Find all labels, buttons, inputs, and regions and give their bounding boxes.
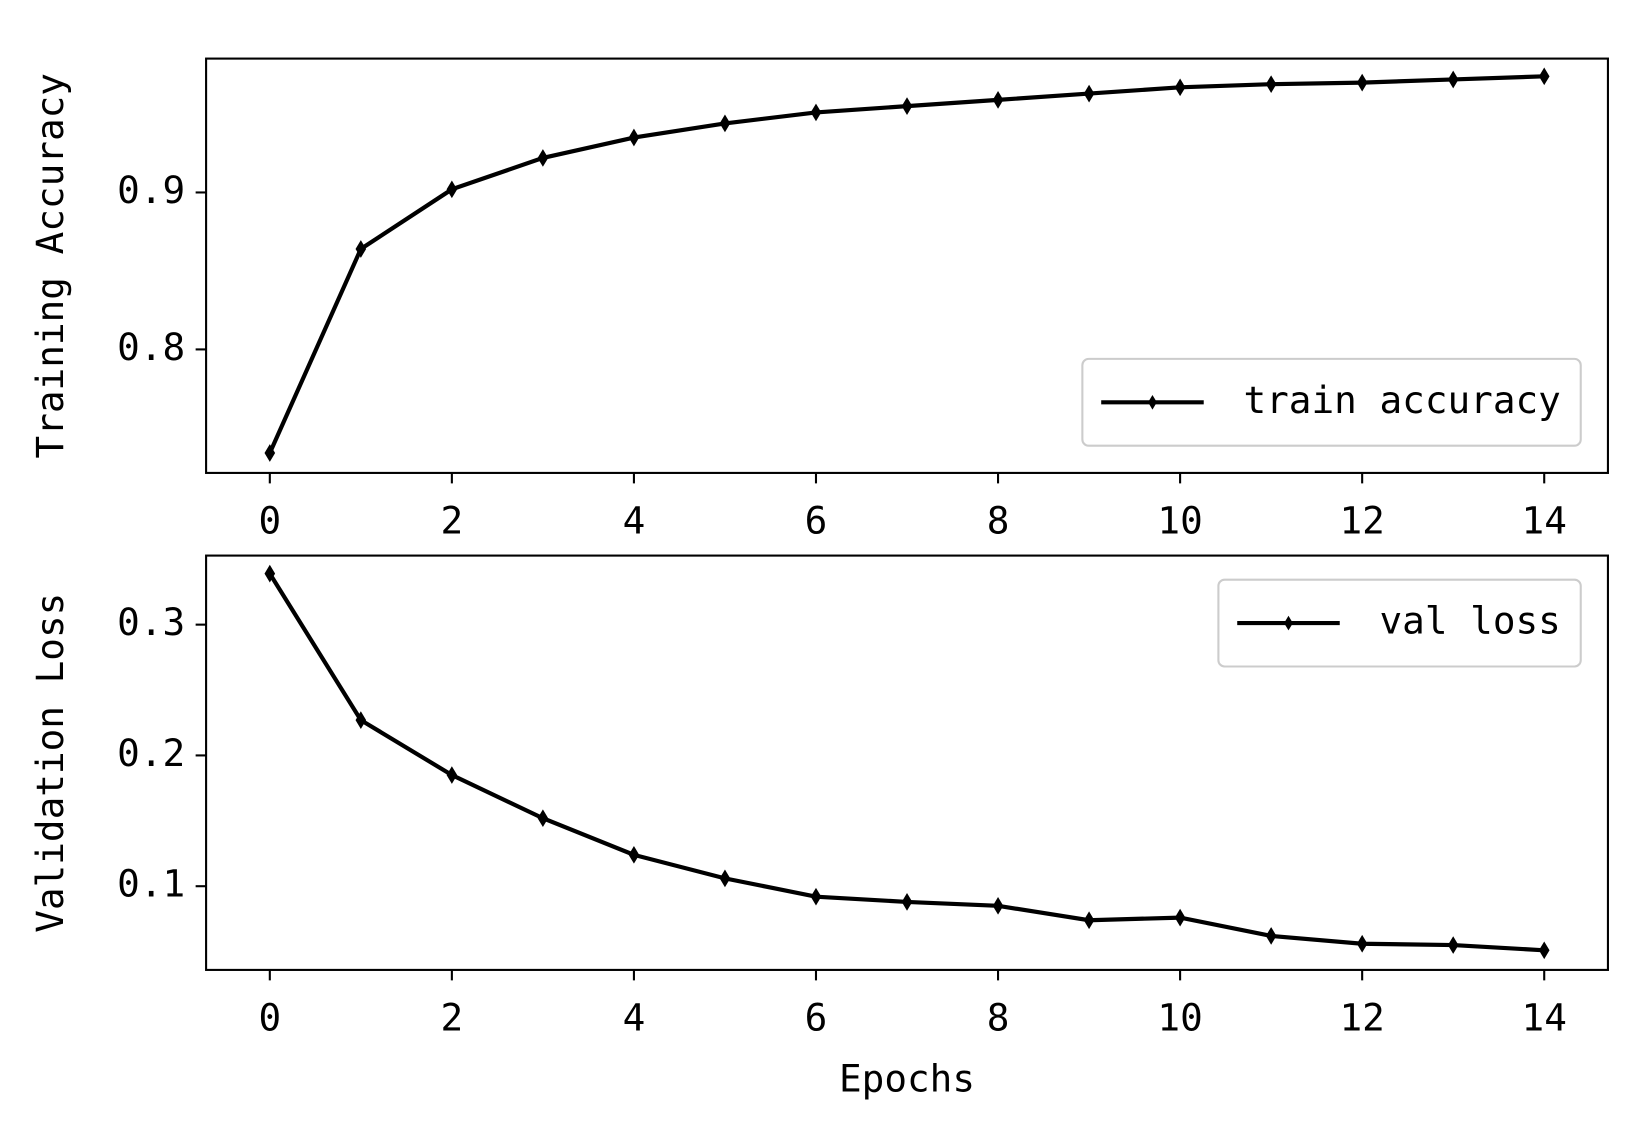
- y-axis-label: Validation Loss: [28, 593, 72, 933]
- y-tick-label: 0.8: [117, 325, 185, 369]
- x-tick-label: 6: [805, 996, 828, 1040]
- point-marker: [1538, 67, 1550, 86]
- point-marker: [1265, 75, 1277, 94]
- x-tick-label: 10: [1157, 996, 1202, 1040]
- x-tick-label: 4: [623, 499, 646, 543]
- point-marker: [1083, 84, 1095, 103]
- point-marker: [901, 893, 913, 911]
- legend-box: [1217, 578, 1582, 668]
- point-marker: [264, 564, 276, 583]
- plot-frame: [205, 554, 1609, 971]
- point-marker: [446, 180, 458, 199]
- point-marker: [1356, 73, 1368, 92]
- point-marker: [719, 114, 731, 133]
- plot-frame: [205, 57, 1609, 474]
- x-tick-label: 14: [1522, 996, 1567, 1040]
- y-tick-label: 0.3: [117, 600, 185, 644]
- x-tick-label: 14: [1522, 499, 1567, 543]
- point-marker: [1174, 78, 1186, 97]
- point-marker: [1174, 908, 1186, 927]
- point-marker: [1538, 941, 1550, 960]
- x-tick-label: 10: [1157, 499, 1202, 543]
- y-axis-label: Training Accuracy: [28, 73, 72, 458]
- point-marker: [628, 845, 640, 864]
- point-marker: [1265, 927, 1277, 945]
- point-marker: [810, 887, 822, 906]
- point-marker: [1083, 911, 1095, 930]
- x-tick-label: 12: [1339, 499, 1384, 543]
- point-marker: [992, 896, 1004, 915]
- point-marker: [537, 809, 549, 828]
- x-tick-label: 8: [987, 996, 1010, 1040]
- point-marker: [355, 711, 367, 729]
- point-marker: [901, 97, 913, 115]
- legend-label: train accuracy: [1243, 378, 1560, 422]
- x-tick-label: 8: [987, 499, 1010, 543]
- x-tick-label: 6: [805, 499, 828, 543]
- x-tick-label: 2: [441, 499, 464, 543]
- y-tick-label: 0.1: [117, 862, 185, 906]
- point-marker: [264, 444, 276, 462]
- point-marker: [355, 240, 367, 258]
- legend: train accuracy: [1081, 357, 1582, 447]
- point-marker: [628, 128, 640, 147]
- point-marker: [1447, 70, 1459, 89]
- point-marker: [537, 149, 549, 167]
- y-tick-label: 0.9: [117, 168, 185, 212]
- x-axis-label: Epochs: [839, 1056, 975, 1100]
- x-tick-label: 4: [623, 996, 646, 1040]
- point-marker: [810, 103, 822, 122]
- point-marker: [446, 766, 458, 784]
- legend: val loss: [1217, 578, 1582, 668]
- y-tick-label: 0.2: [117, 731, 185, 775]
- x-tick-label: 2: [441, 996, 464, 1040]
- point-marker: [992, 91, 1004, 109]
- point-marker: [1356, 934, 1368, 953]
- x-tick-label: 0: [258, 996, 281, 1040]
- legend-marker: [1284, 615, 1293, 631]
- legend-label: val loss: [1379, 599, 1560, 643]
- x-tick-label: 12: [1339, 996, 1384, 1040]
- point-marker: [1447, 936, 1459, 954]
- legend-marker: [1148, 394, 1157, 410]
- x-tick-label: 0: [258, 499, 281, 543]
- legend-box: [1081, 357, 1582, 447]
- point-marker: [719, 869, 731, 888]
